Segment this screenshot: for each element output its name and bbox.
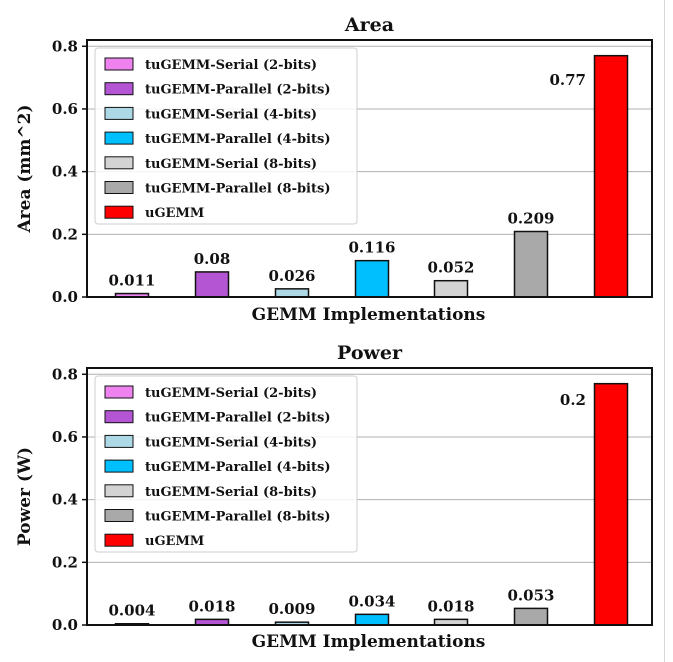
area-legend-label-7: uGEMM (145, 206, 204, 221)
area-legend-label-3: tuGEMM-Serial (4-bits) (145, 107, 317, 122)
power-data-label-5: 0.018 (428, 597, 475, 615)
power-ytick-label: 0.6 (52, 428, 78, 446)
area-legend-swatch-1 (104, 57, 134, 71)
area-bar-2 (194, 271, 230, 298)
power-ytick-label: 0.0 (52, 616, 78, 634)
power-legend-swatch-4 (104, 459, 134, 473)
power-legend-swatch-5 (104, 484, 134, 498)
area-legend-swatch-4 (104, 131, 134, 145)
power-legend-label-3: tuGEMM-Serial (4-bits) (145, 435, 317, 450)
power-legend-swatch-7 (104, 533, 134, 547)
power-data-label-6: 0.053 (508, 586, 555, 604)
area-legend-box (94, 47, 358, 225)
area-ytick-label: 0.2 (52, 225, 78, 243)
power-x-axis-label: GEMM Implementations (252, 632, 486, 652)
area-data-label-7: 0.77 (549, 71, 586, 89)
power-data-label-3: 0.009 (269, 600, 316, 618)
area-data-label-5: 0.052 (428, 259, 475, 277)
power-bar-6 (513, 607, 549, 626)
power-data-label-7: 0.2 (560, 391, 586, 409)
power-legend-label-5: tuGEMM-Serial (8-bits) (145, 485, 317, 500)
area-y-axis-label: Area (mm^2) (15, 104, 35, 233)
power-legend-label-1: tuGEMM-Serial (2-bits) (145, 386, 317, 401)
power-legend-label-2: tuGEMM-Parallel (2-bits) (145, 411, 330, 426)
area-chart-title: Area (344, 14, 394, 36)
area-plot-frame (86, 39, 653, 298)
area-legend-swatch-5 (104, 156, 134, 170)
area-legend-swatch-7 (104, 205, 134, 219)
power-bar-4 (354, 613, 390, 626)
area-legend-label-2: tuGEMM-Parallel (2-bits) (145, 83, 330, 98)
area-ytick-label: 0.6 (52, 100, 78, 118)
power-legend-box (94, 375, 358, 553)
power-legend-swatch-3 (104, 434, 134, 448)
area-legend-label-5: tuGEMM-Serial (8-bits) (145, 157, 317, 172)
area-data-label-1: 0.011 (109, 272, 156, 290)
power-ytick-label: 0.2 (52, 553, 78, 571)
area-data-label-2: 0.08 (194, 250, 231, 268)
power-legend-label-7: uGEMM (145, 534, 204, 549)
area-bar-4 (354, 259, 390, 298)
area-legend-swatch-6 (104, 181, 134, 194)
power-legend-swatch-2 (104, 410, 134, 424)
area-data-label-6: 0.209 (508, 209, 555, 227)
divider-line (664, 0, 665, 662)
power-data-label-2: 0.018 (189, 597, 236, 615)
power-plot-frame (86, 367, 653, 626)
power-data-label-1: 0.004 (109, 602, 156, 620)
power-legend-swatch-1 (104, 385, 134, 399)
area-bar-5 (433, 279, 469, 298)
area-legend-label-4: tuGEMM-Parallel (4-bits) (145, 132, 330, 147)
area-x-axis-label: GEMM Implementations (252, 305, 486, 325)
power-legend-label-6: tuGEMM-Parallel (8-bits) (145, 510, 330, 525)
area-bar-6 (513, 230, 549, 298)
area-legend-label-1: tuGEMM-Serial (2-bits) (145, 58, 317, 73)
area-data-label-3: 0.026 (269, 267, 316, 285)
power-ytick-label: 0.4 (52, 491, 78, 509)
area-legend-swatch-2 (104, 82, 134, 96)
area-ytick-label: 0.4 (52, 163, 78, 181)
power-y-axis-label: Power (W) (15, 447, 35, 546)
power-legend-swatch-6 (104, 509, 134, 522)
area-legend-swatch-3 (104, 106, 134, 120)
power-chart-title: Power (337, 342, 403, 364)
power-bar-7 (593, 382, 629, 626)
area-legend-label-6: tuGEMM-Parallel (8-bits) (145, 182, 330, 197)
area-data-label-4: 0.116 (349, 239, 396, 257)
area-ytick-label: 0.8 (52, 37, 78, 55)
power-legend-label-4: tuGEMM-Parallel (4-bits) (145, 460, 330, 475)
area-bar-7 (593, 54, 629, 298)
power-ytick-label: 0.8 (52, 365, 78, 383)
power-data-label-4: 0.034 (349, 592, 396, 610)
area-bar-3 (274, 288, 310, 298)
area-ytick-label: 0.0 (52, 288, 78, 306)
